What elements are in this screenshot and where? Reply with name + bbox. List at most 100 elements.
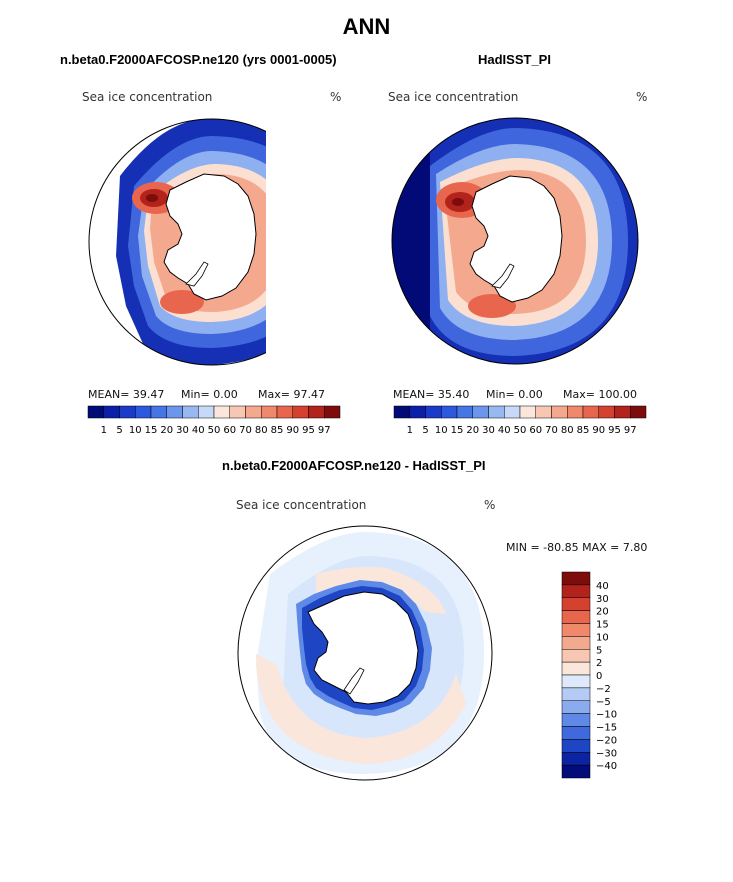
colorbar-diff-swatch (561, 597, 591, 611)
colorbar-1-tick-label: 85 (271, 425, 284, 436)
colorbar-1-swatch (135, 405, 152, 419)
colorbar-diff-tick-label: −5 (596, 697, 611, 708)
panel-1-units-label: % (330, 90, 342, 104)
colorbar-2-tick-label: 40 (498, 425, 511, 436)
diff-minmax: MIN = -80.85 MAX = 7.80 (506, 541, 648, 554)
colorbar-diff-swatch (561, 713, 591, 727)
colorbar-diff-swatch (561, 764, 591, 779)
colorbar-diff-swatch (561, 674, 591, 689)
map-panel-2 (391, 117, 639, 365)
colorbar-1-swatch (87, 405, 104, 419)
panel-2-max: Max= 100.00 (563, 388, 637, 401)
colorbar-1-swatch (276, 405, 293, 419)
colorbar-2-swatch (441, 405, 458, 419)
colorbar-2-tick-label: 20 (466, 425, 479, 436)
colorbar-2-swatch (425, 405, 442, 419)
map-diff (237, 525, 493, 781)
colorbar-1-tick-label: 30 (176, 425, 189, 436)
colorbar-1-swatch (292, 405, 309, 419)
colorbar-1-tick-label: 70 (239, 425, 252, 436)
colorbar-2-swatch (488, 405, 505, 419)
colorbar-1-tick-label: 90 (286, 425, 299, 436)
map-panel-1 (88, 118, 266, 366)
colorbar-diff-tick-label: −2 (596, 684, 611, 695)
colorbar-diff-swatch (561, 636, 591, 650)
colorbar-2-swatch (598, 405, 615, 419)
colorbar-diff-swatch (561, 687, 591, 701)
colorbar-1-swatch (182, 405, 199, 419)
colorbar-diff-swatch (561, 739, 591, 753)
diff-heading: n.beta0.F2000AFCOSP.ne120 - HadISST_PI (222, 458, 486, 473)
colorbar-1-tick-label: 95 (302, 425, 315, 436)
colorbar-diff-swatch (561, 584, 591, 598)
colorbar-2-tick-label: 60 (529, 425, 542, 436)
colorbar-2-swatch (519, 405, 536, 419)
colorbar-2-swatch (551, 405, 568, 419)
colorbar-1-swatch (198, 405, 215, 419)
panel-2-min: Min= 0.00 (486, 388, 543, 401)
colorbar-1-swatch (324, 405, 341, 419)
colorbar-2-swatch (535, 405, 552, 419)
colorbar-2-swatch (472, 405, 489, 419)
colorbar-diff-swatch (561, 649, 591, 663)
colorbar-diff-tick-label: −10 (596, 710, 617, 721)
colorbar-1-tick-label: 15 (145, 425, 158, 436)
panel-2-mean: MEAN= 35.40 (393, 388, 470, 401)
colorbar-1-tick-label: 97 (318, 425, 331, 436)
panel-1-max: Max= 97.47 (258, 388, 325, 401)
colorbar-diff-tick-label: 15 (596, 620, 609, 631)
panel-2-variable-label: Sea ice concentration (388, 90, 519, 104)
colorbar-1-tick-label: 20 (160, 425, 173, 436)
colorbar-diff-swatch (561, 610, 591, 624)
colorbar-diff-swatch (561, 571, 591, 586)
panel-1-heading: n.beta0.F2000AFCOSP.ne120 (yrs 0001-0005… (60, 52, 337, 67)
colorbar-diff-tick-label: −15 (596, 723, 617, 734)
colorbar-1-tick-label: 1 (101, 425, 107, 436)
colorbar-1-swatch (229, 405, 246, 419)
figure-title: ANN (342, 14, 391, 39)
colorbar-diff-tick-label: −30 (596, 748, 617, 759)
diff-variable-label: Sea ice concentration (236, 498, 367, 512)
colorbar-1-tick-label: 80 (255, 425, 268, 436)
colorbar-2-tick-label: 10 (435, 425, 448, 436)
panel-1-variable-label: Sea ice concentration (82, 90, 213, 104)
colorbar-diff-swatch (561, 661, 591, 676)
colorbar-2-tick-label: 97 (624, 425, 637, 436)
colorbar-diff-tick-label: 0 (596, 671, 602, 682)
colorbar-1-tick-label: 50 (208, 425, 221, 436)
colorbar-2-swatch (582, 405, 599, 419)
colorbar-1-swatch (119, 405, 136, 419)
colorbar-2-tick-label: 90 (592, 425, 605, 436)
panel-2-units-label: % (636, 90, 648, 104)
colorbar-2-swatch (567, 405, 584, 419)
colorbar-diff-tick-label: 40 (596, 581, 609, 592)
colorbar-diff-tick-label: −40 (596, 761, 617, 772)
panel-2-heading: HadISST_PI (478, 52, 551, 67)
colorbar-2-swatch (409, 405, 426, 419)
colorbar-2-swatch (504, 405, 521, 419)
colorbar-1-swatch (150, 405, 167, 419)
colorbar-diff-tick-label: 2 (596, 658, 602, 669)
colorbar-diff-tick-label: 10 (596, 632, 609, 643)
colorbar-diff-swatch (561, 752, 591, 766)
colorbar-1-swatch (166, 405, 183, 419)
colorbar-1-swatch (245, 405, 262, 419)
colorbar-2-tick-label: 1 (407, 425, 413, 436)
colorbar-1-tick-label: 40 (192, 425, 205, 436)
colorbar-2-swatch (393, 405, 410, 419)
panel-1-min: Min= 0.00 (181, 388, 238, 401)
colorbar-2-tick-label: 85 (577, 425, 590, 436)
colorbar-1-tick-label: 60 (223, 425, 236, 436)
colorbar-diff-tick-label: 20 (596, 607, 609, 618)
colorbar-1-swatch (103, 405, 120, 419)
colorbar-1-swatch (213, 405, 230, 419)
colorbar-2-tick-label: 95 (608, 425, 621, 436)
colorbar-2-swatch (456, 405, 473, 419)
colorbar-2-tick-label: 50 (514, 425, 527, 436)
colorbar-1-tick-label: 10 (129, 425, 142, 436)
colorbar-2-swatch (630, 405, 647, 419)
colorbar-1-swatch (261, 405, 278, 419)
colorbar-diff-swatch (561, 700, 591, 714)
colorbar-2-tick-label: 80 (561, 425, 574, 436)
